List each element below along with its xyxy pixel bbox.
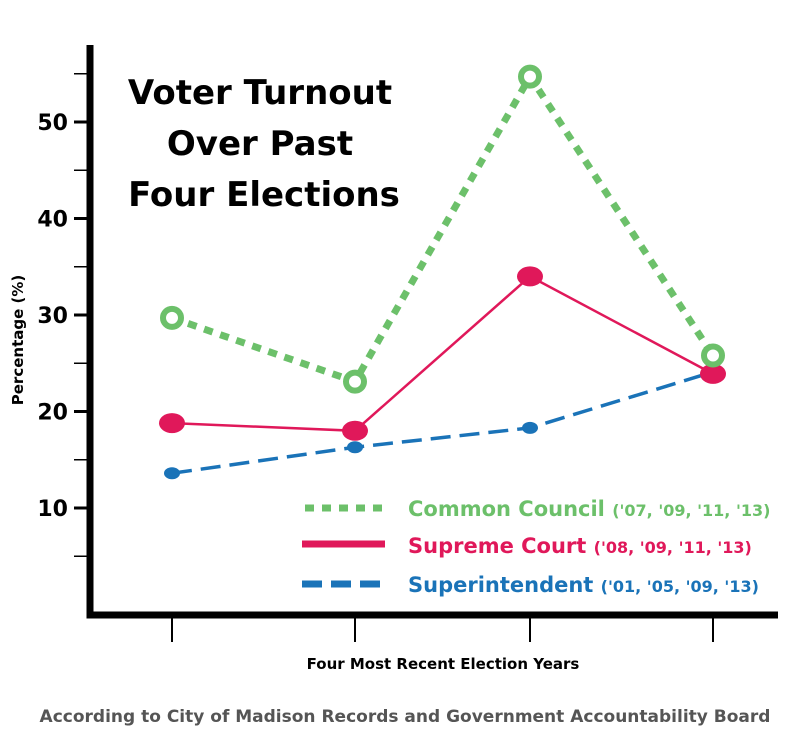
y-tick-label: 40 <box>37 208 68 233</box>
series-line-superintendent <box>171 370 714 475</box>
data-point-common-council <box>701 343 725 368</box>
data-point-common-council <box>518 64 542 89</box>
data-point-common-council <box>160 305 184 330</box>
axes: 10 20 30 40 50 <box>37 45 778 642</box>
data-point-supreme-court <box>517 266 543 287</box>
axis-lines <box>86 45 778 619</box>
data-point-superintendent <box>522 421 538 434</box>
chart-title-line-3: Four Elections <box>128 175 400 215</box>
data-point-common-council <box>343 369 367 394</box>
data-point-superintendent <box>164 467 180 480</box>
x-axis-label: Four Most Recent Election Years <box>307 655 580 673</box>
legend-label-superintendent: Superintendent ('01, '05, '09, '13) <box>408 573 759 597</box>
legend-label-supreme-court: Supreme Court ('08, '09, '11, '13) <box>408 534 752 558</box>
source-note: According to City of Madison Records and… <box>40 707 771 727</box>
y-tick-label: 10 <box>37 497 68 522</box>
series-line-common-council <box>170 69 716 386</box>
data-point-supreme-court <box>342 420 368 441</box>
y-tick-label: 20 <box>37 401 68 426</box>
data-point-supreme-court <box>700 363 726 384</box>
y-tick-label: 50 <box>37 111 68 136</box>
y-axis-label: Percentage (%) <box>9 275 27 405</box>
series-group <box>159 64 726 480</box>
legend-label-common-council: Common Council ('07, '09, '11, '13) <box>408 497 770 521</box>
data-point-superintendent <box>347 441 363 454</box>
chart-title-line-2: Over Past <box>167 124 353 164</box>
series-line-supreme-court <box>171 274 714 433</box>
chart-title-line-1: Voter Turnout <box>128 73 392 113</box>
data-point-supreme-court <box>159 413 185 434</box>
legend: Common Council ('07, '09, '11, '13) Supr… <box>302 497 770 597</box>
y-tick-label: 30 <box>37 304 68 329</box>
